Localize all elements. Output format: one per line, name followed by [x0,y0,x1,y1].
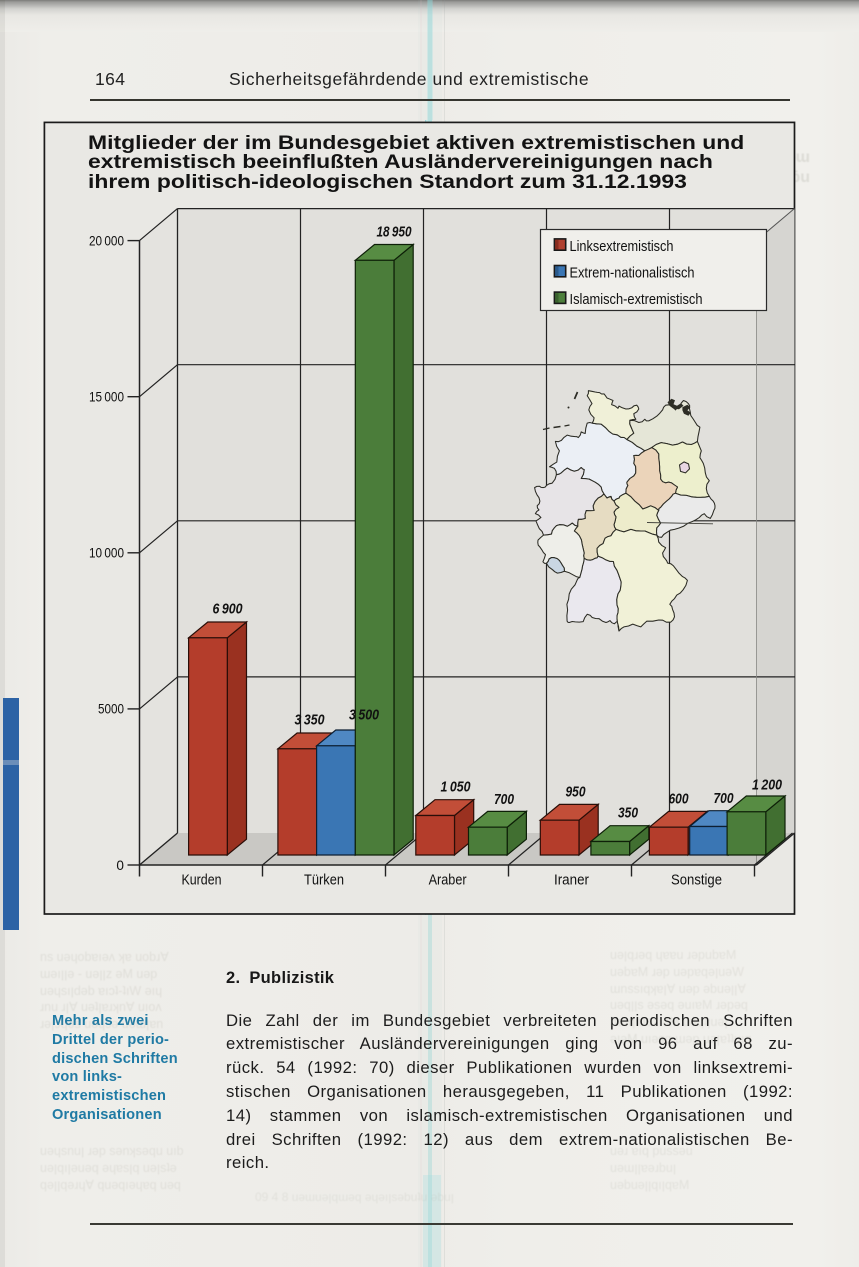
svg-text:Sonstige: Sonstige [671,873,722,889]
svg-text:3 350: 3 350 [295,712,326,729]
svg-text:Araber: Araber [429,873,467,889]
svg-text:6 900: 6 900 [213,601,244,618]
svg-text:0: 0 [116,858,124,873]
svg-text:20 000: 20 000 [89,233,124,248]
svg-text:Linksextremistisch: Linksextremistisch [570,238,674,255]
svg-text:Iraner: Iraner [554,873,589,889]
svg-text:10 000: 10 000 [89,546,124,561]
svg-text:18 950: 18 950 [377,224,413,241]
svg-text:700: 700 [714,790,735,807]
svg-text:3 500: 3 500 [349,707,380,724]
svg-text:700: 700 [494,791,515,808]
svg-text:1 200: 1 200 [752,777,783,794]
svg-text:15 000: 15 000 [89,390,124,405]
svg-text:Türken: Türken [304,873,344,889]
svg-text:Kurden: Kurden [182,873,222,889]
svg-text:Extrem-nationalistisch: Extrem-nationalistisch [570,265,695,282]
svg-text:5000: 5000 [98,702,124,717]
svg-text:Islamisch-extremistisch: Islamisch-extremistisch [570,291,703,308]
svg-text:1 050: 1 050 [441,779,472,796]
svg-text:950: 950 [566,784,587,801]
svg-text:600: 600 [669,791,690,808]
svg-text:350: 350 [618,805,639,822]
